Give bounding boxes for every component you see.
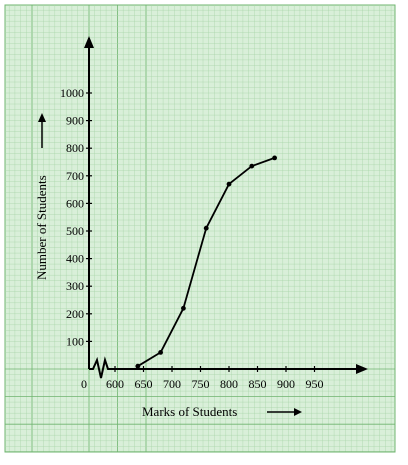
y-tick-label: 400	[66, 252, 84, 266]
data-point	[204, 226, 209, 231]
x-tick-label: 600	[106, 377, 124, 391]
x-tick-label: 0	[81, 377, 87, 391]
y-tick-label: 1000	[60, 86, 84, 100]
y-tick-label: 700	[66, 169, 84, 183]
y-tick-label: 500	[66, 224, 84, 238]
data-point	[181, 306, 186, 311]
x-tick-label: 650	[135, 377, 153, 391]
data-point	[135, 364, 140, 369]
data-point	[272, 156, 277, 161]
x-tick-label: 850	[249, 377, 267, 391]
data-point	[227, 182, 232, 187]
y-tick-label: 800	[66, 141, 84, 155]
x-tick-label: 950	[306, 377, 324, 391]
y-tick-label: 100	[66, 334, 84, 348]
y-tick-label: 300	[66, 279, 84, 293]
data-point	[249, 164, 254, 169]
x-axis-label: Marks of Students	[142, 404, 237, 419]
y-tick-label: 200	[66, 307, 84, 321]
x-tick-label: 700	[163, 377, 181, 391]
y-tick-label: 600	[66, 196, 84, 210]
x-tick-label: 800	[220, 377, 238, 391]
y-tick-label: 900	[66, 114, 84, 128]
x-tick-label: 900	[277, 377, 295, 391]
y-axis-label: Number of Students	[34, 175, 49, 280]
data-point	[158, 350, 163, 355]
x-tick-label: 750	[192, 377, 210, 391]
